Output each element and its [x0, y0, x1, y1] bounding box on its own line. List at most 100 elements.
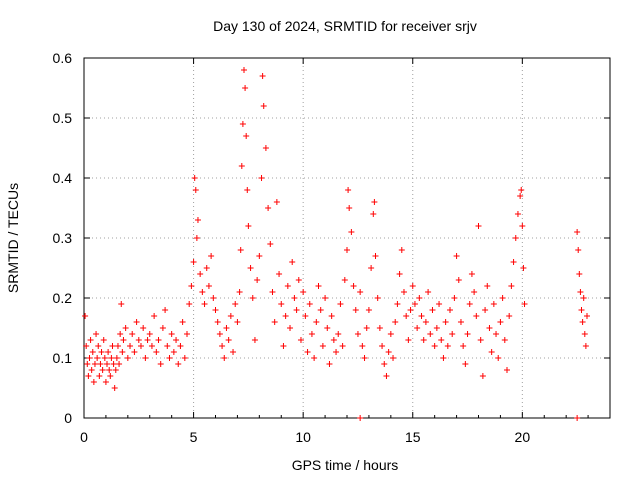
- data-point: [514, 211, 521, 217]
- data-point: [201, 301, 208, 307]
- data-point: [518, 187, 525, 193]
- data-point: [159, 325, 166, 331]
- data-point: [521, 301, 528, 307]
- data-point: [234, 319, 241, 325]
- data-point: [251, 337, 258, 343]
- data-point: [168, 331, 175, 337]
- y-axis-label: SRMTID / TECUs: [5, 183, 21, 293]
- data-point: [116, 361, 123, 367]
- data-point: [219, 343, 226, 349]
- data-point: [387, 331, 394, 337]
- y-tick-label: 0.5: [53, 110, 73, 126]
- grid-lines: [84, 58, 610, 418]
- data-point: [359, 343, 366, 349]
- data-point: [506, 313, 513, 319]
- data-point: [297, 337, 304, 343]
- data-point: [579, 319, 586, 325]
- data-point: [350, 283, 357, 289]
- data-point: [453, 253, 460, 259]
- data-point: [93, 331, 100, 337]
- data-point: [112, 367, 119, 373]
- data-point: [344, 247, 350, 253]
- data-point: [111, 385, 118, 391]
- data-point: [249, 295, 256, 301]
- data-point: [133, 319, 140, 325]
- data-point: [436, 301, 443, 307]
- data-point: [153, 349, 160, 355]
- data-point: [127, 343, 134, 349]
- data-point: [374, 295, 381, 301]
- data-point: [411, 301, 418, 307]
- data-point: [120, 337, 127, 343]
- data-point: [289, 259, 296, 265]
- axis-ticks: 0 0.1 0.2 0.3 0.4 0.5 0.6 0 5 10 15 20: [53, 50, 610, 445]
- data-point: [276, 271, 283, 277]
- x-tick-label: 0: [80, 429, 88, 445]
- data-point: [578, 307, 585, 313]
- data-point: [260, 103, 267, 109]
- data-point: [381, 361, 388, 367]
- data-point: [188, 283, 195, 289]
- data-point: [440, 355, 447, 361]
- data-point: [82, 313, 89, 319]
- data-point: [85, 373, 92, 379]
- x-tick-label: 10: [295, 429, 311, 445]
- data-point: [214, 319, 221, 325]
- data-point: [457, 319, 464, 325]
- data-point: [499, 295, 506, 301]
- data-point: [191, 175, 198, 181]
- data-point: [357, 415, 364, 421]
- data-point: [508, 283, 515, 289]
- data-point: [477, 337, 484, 343]
- data-point: [302, 313, 309, 319]
- data-point: [287, 325, 294, 331]
- data-point: [295, 277, 302, 283]
- data-point: [108, 355, 115, 361]
- data-point: [227, 313, 234, 319]
- data-point: [101, 355, 108, 361]
- data-point: [109, 343, 116, 349]
- data-point: [238, 163, 245, 169]
- data-point: [468, 271, 475, 277]
- data-point: [427, 331, 434, 337]
- data-point: [322, 295, 329, 301]
- data-point: [124, 355, 131, 361]
- data-point: [278, 301, 285, 307]
- data-point: [300, 289, 307, 295]
- data-point: [192, 187, 199, 193]
- data-point: [352, 307, 359, 313]
- data-point: [328, 313, 335, 319]
- data-point: [194, 217, 201, 223]
- data-point: [146, 331, 153, 337]
- data-point: [87, 337, 94, 343]
- data-point: [190, 259, 197, 265]
- data-point: [236, 289, 243, 295]
- data-point: [580, 295, 587, 301]
- data-point: [390, 355, 397, 361]
- data-point: [181, 355, 188, 361]
- data-point: [237, 247, 244, 253]
- data-point: [574, 415, 581, 421]
- data-point: [348, 229, 355, 235]
- chart-title: Day 130 of 2024, SRMTID for receiver srj…: [213, 18, 477, 34]
- data-point: [106, 367, 113, 373]
- data-point: [155, 337, 162, 343]
- data-point: [330, 337, 337, 343]
- data-point: [326, 361, 333, 367]
- data-point: [184, 331, 191, 337]
- data-point: [405, 337, 412, 343]
- data-point: [517, 193, 524, 199]
- y-tick-label: 0.3: [53, 230, 73, 246]
- data-point: [135, 337, 142, 343]
- data-point: [269, 289, 276, 295]
- data-point: [409, 283, 416, 289]
- data-point: [357, 289, 364, 295]
- data-point: [256, 253, 263, 259]
- data-point: [244, 187, 251, 193]
- data-point: [151, 313, 158, 319]
- data-point: [113, 355, 120, 361]
- x-tick-label: 15: [405, 429, 421, 445]
- data-point: [462, 361, 469, 367]
- data-point: [422, 319, 429, 325]
- data-point: [512, 235, 519, 241]
